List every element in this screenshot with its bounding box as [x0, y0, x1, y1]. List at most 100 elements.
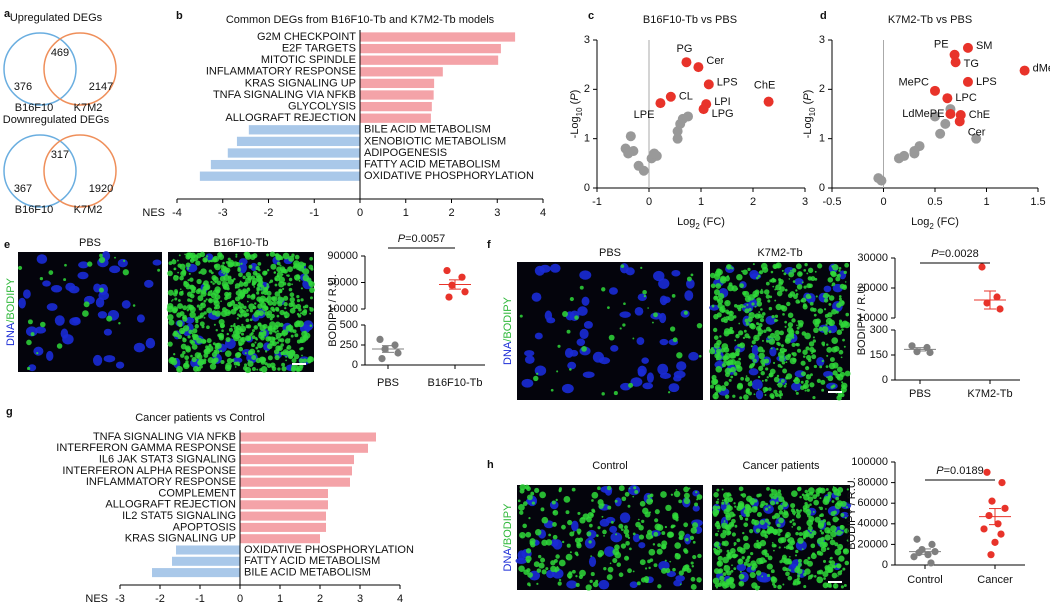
- lipid-droplet: [727, 551, 732, 556]
- lipid-droplet: [189, 299, 193, 303]
- nucleus: [121, 300, 131, 309]
- lipid-droplet: [591, 499, 594, 502]
- lipid-droplet: [785, 382, 788, 385]
- lipid-droplet: [773, 584, 777, 589]
- venn-label: B16F10: [15, 102, 54, 114]
- lipid-droplet: [182, 305, 188, 311]
- lipid-droplet: [747, 267, 751, 271]
- lipid-droplet: [768, 306, 773, 311]
- lipid-droplet: [182, 362, 190, 370]
- lipid-droplet: [300, 298, 304, 302]
- lipid-droplet: [279, 266, 286, 272]
- stain-label-part: DNA: [5, 322, 17, 346]
- lipid-droplet: [810, 276, 816, 282]
- lipid-droplet: [808, 283, 813, 288]
- lipid-droplet: [624, 491, 630, 497]
- nucleus: [629, 581, 638, 589]
- y-tick-label: 500: [340, 319, 358, 331]
- lipid-droplet: [587, 511, 594, 519]
- lipid-droplet: [196, 337, 203, 344]
- lipid-droplet: [203, 280, 209, 286]
- lipid-droplet: [730, 569, 734, 573]
- lipid-droplet: [806, 519, 814, 527]
- lipid-droplet: [750, 560, 757, 567]
- bar: [240, 466, 352, 476]
- lipid-droplet: [297, 261, 305, 269]
- lipid-droplet: [833, 345, 840, 352]
- lipid-droplet: [774, 334, 781, 342]
- lipid-droplet: [536, 568, 542, 573]
- point: [649, 148, 660, 159]
- lipid-droplet: [813, 499, 820, 506]
- lipid-droplet: [654, 509, 660, 515]
- y-axis-label-part: ): [802, 90, 814, 94]
- lipid-droplet: [554, 569, 558, 573]
- lipid-droplet: [660, 491, 667, 498]
- point: [926, 348, 934, 357]
- lipid-droplet: [212, 282, 215, 285]
- lipid-droplet: [770, 347, 773, 350]
- lipid-droplet: [276, 341, 280, 344]
- nucleus: [619, 311, 631, 318]
- lipid-droplet: [817, 308, 824, 314]
- point: [998, 479, 1006, 487]
- lipid-droplet: [668, 531, 675, 538]
- nucleus: [571, 520, 579, 532]
- lipid-droplet: [167, 314, 174, 321]
- lipid-droplet: [279, 264, 282, 267]
- lipid-droplet: [214, 281, 217, 284]
- lipid-droplet: [518, 504, 525, 511]
- y-axis-label-part: 10: [575, 107, 584, 116]
- lipid-droplet: [764, 559, 767, 563]
- lipid-droplet: [811, 349, 815, 353]
- bar-label: INTERFERON ALPHA RESPONSE: [62, 465, 236, 477]
- lipid-droplet: [774, 299, 777, 302]
- lipid-droplet: [813, 327, 819, 334]
- lipid-droplet: [574, 537, 581, 544]
- lipid-droplet: [618, 485, 625, 492]
- lipid-droplet: [840, 393, 845, 398]
- lipid-droplet: [828, 330, 832, 334]
- lipid-droplet: [563, 495, 571, 503]
- panel-letter: b: [176, 10, 183, 22]
- lipid-droplet: [829, 523, 832, 526]
- lipid-droplet: [840, 569, 843, 573]
- lipid-droplet: [185, 360, 189, 364]
- lipid-droplet: [253, 325, 259, 330]
- lipid-droplet: [278, 289, 283, 294]
- lipid-droplet: [558, 490, 562, 493]
- lipid-droplet: [766, 486, 770, 491]
- lipid-droplet: [743, 305, 746, 308]
- lipid-droplet: [224, 350, 232, 358]
- lipid-droplet: [571, 487, 576, 492]
- lipid-droplet: [797, 537, 804, 544]
- lipid-droplet: [812, 395, 816, 400]
- lipid-droplet: [653, 531, 659, 537]
- lipid-droplet: [791, 525, 794, 528]
- lipid-droplet: [585, 584, 592, 591]
- bar-label: ADIPOGENESIS: [364, 147, 447, 159]
- lipid-droplet: [558, 578, 562, 582]
- lipid-droplet: [601, 392, 605, 396]
- nucleus: [748, 368, 759, 376]
- lipid-droplet: [99, 253, 103, 258]
- nucleus: [133, 342, 145, 353]
- lipid-droplet: [744, 318, 749, 323]
- lipid-droplet: [726, 275, 730, 278]
- lipid-droplet: [566, 572, 573, 579]
- lipid-droplet: [839, 547, 842, 551]
- lipid-droplet: [765, 294, 771, 299]
- x-tick-label: 4: [540, 207, 546, 219]
- lipid-droplet: [782, 566, 787, 572]
- lipid-droplet: [749, 363, 755, 368]
- lipid-droplet: [302, 334, 309, 341]
- lipid-droplet: [672, 337, 678, 343]
- lipid-droplet: [785, 373, 793, 380]
- lipid-droplet: [830, 530, 837, 538]
- nucleus: [671, 269, 681, 277]
- lipid-droplet: [819, 506, 824, 511]
- lipid-droplet: [752, 358, 757, 363]
- lipid-droplet: [783, 384, 787, 388]
- lipid-droplet: [64, 263, 67, 267]
